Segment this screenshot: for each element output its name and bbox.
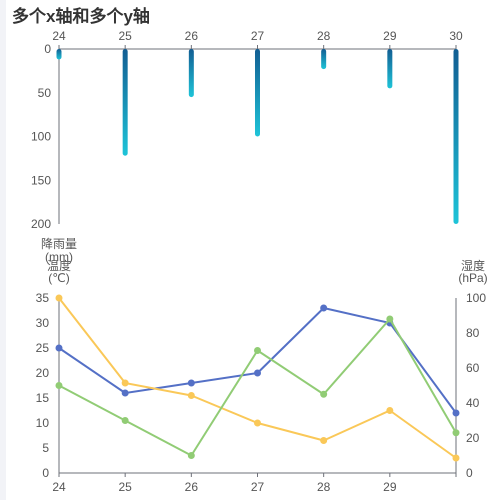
rain-y-tick-label: 200 xyxy=(31,217,51,231)
rain-x-tick-label: 28 xyxy=(317,29,331,43)
series-line-3 xyxy=(58,318,457,457)
series-line-2 xyxy=(58,297,457,459)
temp-y-tick-label: 35 xyxy=(36,291,50,305)
temp-y-tick-label: 10 xyxy=(36,416,50,430)
series-1-point xyxy=(320,304,328,312)
rain-bar xyxy=(188,49,194,98)
series-1-point xyxy=(452,409,460,417)
series-2-point xyxy=(121,379,129,387)
temp-x-tick-label: 24 xyxy=(52,480,66,494)
rain-y-tick-label: 100 xyxy=(31,130,51,144)
temp-x-tick-label: 29 xyxy=(383,480,397,494)
humidity-y-tick-label: 80 xyxy=(466,326,480,340)
rain-y-axis-name-line1: 降雨量 xyxy=(41,237,77,251)
series-2-point xyxy=(452,454,460,462)
series-3-point xyxy=(121,417,129,424)
series-3-point xyxy=(386,315,394,323)
series-2-point xyxy=(254,419,261,427)
series-1-point xyxy=(121,389,129,397)
rain-y-axis-name-line2: (mm) xyxy=(45,250,73,264)
rain-x-tick-label: 29 xyxy=(383,29,397,43)
series-3-point xyxy=(254,347,261,354)
series-2-point xyxy=(55,294,63,302)
rain-bar xyxy=(255,49,260,137)
temp-y-tick-label: 20 xyxy=(36,366,50,380)
series-3-point xyxy=(55,382,63,389)
temp-y-tick-label: 25 xyxy=(36,341,50,355)
series-3-point xyxy=(452,429,460,437)
rain-x-tick-label: 25 xyxy=(118,29,132,43)
humidity-y-axis-name-line1: 湿度 xyxy=(461,258,485,273)
series-1-point xyxy=(187,379,195,387)
temp-x-tick-label: 26 xyxy=(185,480,199,494)
rain-x-tick-label: 30 xyxy=(449,29,463,43)
series-3-point xyxy=(320,390,328,398)
rain-y-tick-label: 0 xyxy=(44,42,51,56)
rain-bar xyxy=(387,49,393,89)
temp-x-tick-label: 27 xyxy=(251,480,265,494)
rainfall-chart: 24 25 26 27 28 29 30 0 50 100 150 200 降雨量(mm) xyxy=(31,29,463,264)
series-line-1 xyxy=(58,307,457,414)
temp-y-tick-label: 5 xyxy=(42,441,49,455)
side-strip xyxy=(0,0,6,500)
series-1-point xyxy=(254,369,261,377)
temp-y-axis-name-line1: 温度 xyxy=(47,258,71,273)
series-2-point xyxy=(320,437,328,444)
temp-y-tick-label: 0 xyxy=(42,466,49,480)
series-1-point xyxy=(55,344,63,352)
temp-y-tick-label: 15 xyxy=(36,391,50,405)
series-2-point xyxy=(386,407,394,414)
rain-bar xyxy=(56,49,62,60)
temp-y-axis-name-line2: (℃) xyxy=(48,271,69,285)
rain-x-tick-label: 26 xyxy=(185,29,199,43)
series-3-point xyxy=(187,452,195,459)
temp-y-tick-label: 30 xyxy=(36,316,50,330)
temp-x-tick-label: 28 xyxy=(317,480,331,494)
series-2-point xyxy=(187,392,195,399)
humidity-y-axis-name-line2: (hPa) xyxy=(458,271,487,285)
rain-x-tick-label: 24 xyxy=(52,29,66,43)
rain-bar xyxy=(453,49,459,224)
humidity-y-tick-label: 0 xyxy=(466,466,473,480)
rain-y-tick-label: 50 xyxy=(38,86,52,100)
rain-y-tick-label: 150 xyxy=(31,173,51,187)
chart-title: 多个x轴和多个y轴 xyxy=(12,7,150,26)
rain-bar xyxy=(122,49,128,156)
humidity-y-tick-label: 100 xyxy=(466,291,486,305)
rain-x-tick-label: 27 xyxy=(251,29,265,43)
humidity-y-tick-label: 60 xyxy=(466,361,480,375)
temperature-humidity-chart: 24 25 26 27 28 29 0 5 10 15 20 25 30 35 0 20 40 60 80 100 温度… xyxy=(36,258,488,494)
humidity-y-tick-label: 40 xyxy=(466,396,480,410)
rain-bar xyxy=(321,49,327,70)
humidity-y-tick-label: 20 xyxy=(466,431,480,445)
temp-x-tick-label: 25 xyxy=(118,480,132,494)
